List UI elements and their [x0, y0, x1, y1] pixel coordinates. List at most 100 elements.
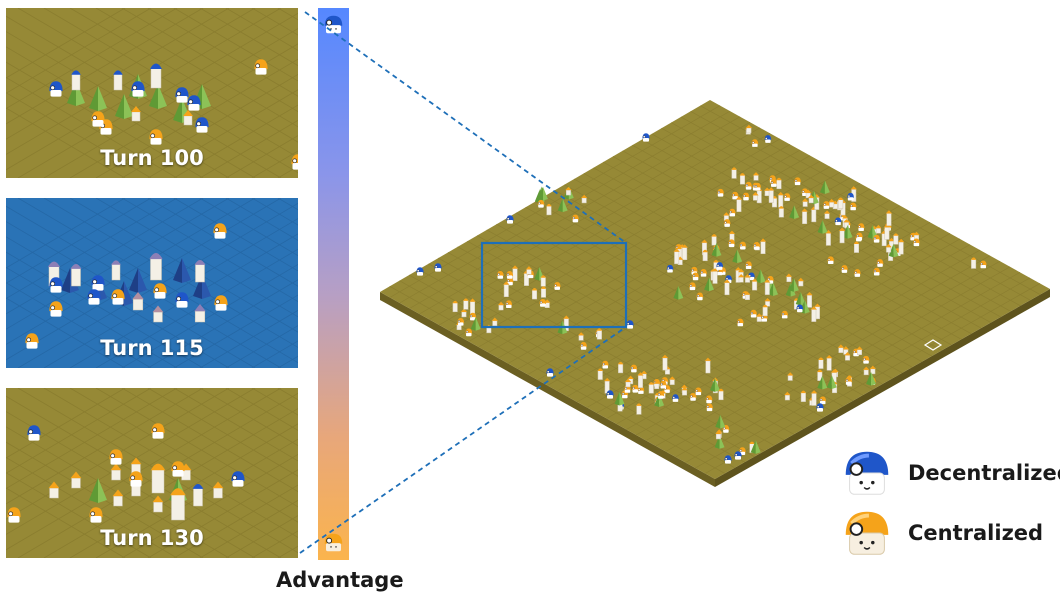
turn-115-scene — [6, 198, 298, 368]
orange-agent-icon — [49, 301, 63, 317]
advantage-gradient-bar — [318, 8, 349, 560]
blue-agent-icon — [87, 289, 101, 305]
orange-agent-icon — [873, 234, 880, 243]
orange-agent-icon — [754, 182, 761, 191]
orange-agent-icon — [728, 239, 735, 248]
tree-icon — [817, 375, 823, 390]
orange-agent-icon — [739, 241, 747, 250]
turn-panel-130: Turn 130 — [6, 388, 298, 558]
house-icon — [194, 310, 206, 323]
house-icon — [826, 358, 832, 371]
tower-icon — [800, 392, 806, 402]
orange-agent-icon — [506, 271, 513, 279]
tree-icon — [534, 266, 540, 281]
tower-icon — [776, 179, 782, 190]
house-icon — [132, 298, 144, 311]
blue-agent-icon — [49, 81, 63, 97]
tree-icon — [173, 98, 182, 123]
blue-agent-icon — [231, 471, 245, 487]
turn-panel-100: Turn 100 — [6, 8, 298, 178]
orange-agent-icon — [537, 199, 545, 208]
house-icon — [512, 268, 518, 281]
blue-agent-icon — [91, 275, 105, 291]
tree-icon — [819, 180, 825, 194]
house-icon — [736, 199, 742, 212]
tower-icon — [818, 359, 824, 369]
orange-agent-icon — [781, 310, 789, 319]
orange-agent-icon — [630, 364, 638, 373]
tree-icon — [866, 371, 872, 386]
house-icon — [811, 393, 817, 406]
orange-agent-icon — [783, 193, 791, 201]
house-icon — [778, 194, 784, 208]
turn-100-scene — [6, 8, 298, 178]
blue-agent-icon — [847, 192, 854, 201]
house-icon — [886, 213, 892, 226]
orange-agent-icon — [706, 403, 713, 412]
house-icon — [825, 233, 831, 246]
tower-icon — [596, 329, 602, 340]
orange-agent-icon — [129, 471, 143, 487]
orange-agent-icon — [913, 238, 920, 247]
orange-agent-icon — [214, 295, 228, 311]
orange-agent-icon — [689, 282, 696, 291]
house-icon — [498, 304, 504, 311]
orange-agent-icon — [696, 292, 704, 301]
house-icon — [884, 227, 890, 240]
tree-icon — [470, 316, 476, 331]
blue-agent-icon — [834, 217, 842, 226]
tree-icon — [149, 84, 158, 109]
house-icon — [503, 284, 509, 297]
orange-agent-icon — [89, 507, 103, 523]
house-icon — [753, 175, 759, 181]
orange-agent-icon — [819, 396, 827, 405]
tree-icon — [89, 86, 98, 111]
house-icon — [768, 190, 774, 203]
tree-icon — [788, 278, 794, 292]
turn-130-scene — [6, 388, 298, 558]
house-icon — [566, 189, 571, 196]
house-icon — [802, 211, 808, 224]
tree-icon — [789, 205, 795, 219]
house-icon — [756, 316, 762, 322]
orange-agent-icon — [689, 393, 697, 401]
legend-label-centralized: Centralized — [908, 521, 1044, 545]
blue-agent-icon — [434, 263, 442, 272]
orange-agent-icon — [465, 328, 473, 337]
orange-agent-icon — [736, 318, 744, 327]
tower-icon — [731, 169, 737, 179]
orange-agent-icon — [637, 386, 645, 394]
house-icon — [461, 311, 467, 318]
house-icon — [492, 320, 498, 327]
house-icon — [764, 282, 770, 295]
tree-icon — [867, 225, 873, 239]
orange-agent-icon — [770, 179, 778, 187]
house-icon — [724, 282, 730, 296]
tree-icon — [755, 269, 761, 284]
orange-agent-icon — [553, 282, 561, 290]
orange-agent-icon — [505, 300, 513, 309]
decentralized-agent-icon — [324, 15, 343, 34]
tree-icon — [673, 285, 679, 300]
tree-icon — [534, 189, 540, 204]
orange-agent-icon — [876, 259, 884, 267]
orange-agent-icon — [717, 188, 724, 197]
house-icon — [875, 227, 881, 234]
orange-agent-icon — [695, 387, 702, 396]
house-icon — [746, 127, 752, 134]
turn-label-130: Turn 130 — [100, 526, 204, 550]
blue-agent-icon — [716, 262, 723, 270]
house-icon — [674, 251, 680, 265]
house-icon — [705, 360, 711, 374]
house-icon — [71, 477, 81, 489]
orange-agent-icon — [213, 223, 227, 239]
turn-label-100: Turn 100 — [100, 146, 204, 170]
house-icon — [113, 495, 123, 507]
tree-icon — [888, 243, 894, 258]
house-icon — [526, 269, 532, 275]
orange-agent-icon — [580, 341, 587, 350]
advantage-label: Advantage — [276, 568, 404, 592]
house-icon — [682, 247, 688, 260]
house-icon — [153, 501, 163, 513]
